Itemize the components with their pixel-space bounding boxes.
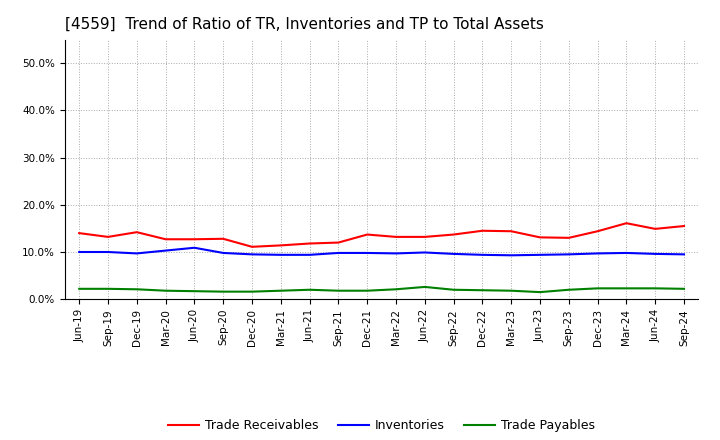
Trade Receivables [161, 237, 170, 242]
Trade Payables [132, 286, 141, 292]
Trade Payables [420, 284, 429, 290]
Trade Payables [622, 286, 631, 291]
Inventories [507, 253, 516, 258]
Trade Payables [248, 289, 256, 294]
Inventories [161, 248, 170, 253]
Trade Receivables [305, 241, 314, 246]
Trade Receivables [75, 231, 84, 236]
Inventories [536, 252, 544, 257]
Trade Receivables [104, 234, 112, 239]
Trade Payables [305, 287, 314, 293]
Trade Receivables [507, 229, 516, 234]
Inventories [680, 252, 688, 257]
Trade Receivables [478, 228, 487, 233]
Inventories [420, 250, 429, 255]
Trade Receivables [248, 244, 256, 249]
Trade Receivables [564, 235, 573, 241]
Inventories [593, 251, 602, 256]
Inventories [392, 251, 400, 256]
Trade Receivables [651, 226, 660, 231]
Trade Receivables [680, 224, 688, 229]
Trade Payables [449, 287, 458, 293]
Inventories [248, 252, 256, 257]
Trade Receivables [536, 235, 544, 240]
Line: Trade Payables: Trade Payables [79, 287, 684, 292]
Inventories [75, 249, 84, 255]
Trade Payables [104, 286, 112, 291]
Trade Receivables [392, 234, 400, 239]
Inventories [334, 250, 343, 256]
Trade Payables [276, 288, 285, 293]
Line: Trade Receivables: Trade Receivables [79, 223, 684, 247]
Inventories [190, 245, 199, 250]
Inventories [478, 252, 487, 257]
Inventories [564, 252, 573, 257]
Inventories [276, 252, 285, 257]
Trade Receivables [593, 229, 602, 234]
Text: [4559]  Trend of Ratio of TR, Inventories and TP to Total Assets: [4559] Trend of Ratio of TR, Inventories… [65, 16, 544, 32]
Trade Receivables [219, 236, 228, 242]
Trade Payables [334, 288, 343, 293]
Trade Payables [564, 287, 573, 293]
Trade Receivables [363, 232, 372, 237]
Trade Payables [392, 286, 400, 292]
Trade Receivables [190, 237, 199, 242]
Trade Payables [507, 288, 516, 293]
Inventories [449, 251, 458, 257]
Trade Receivables [132, 230, 141, 235]
Trade Receivables [449, 232, 458, 237]
Trade Receivables [334, 240, 343, 245]
Trade Payables [161, 288, 170, 293]
Trade Receivables [276, 243, 285, 248]
Inventories [219, 250, 228, 256]
Trade Payables [478, 288, 487, 293]
Trade Payables [190, 289, 199, 294]
Trade Payables [651, 286, 660, 291]
Trade Payables [536, 290, 544, 295]
Trade Receivables [420, 234, 429, 239]
Trade Payables [219, 289, 228, 294]
Inventories [104, 249, 112, 255]
Trade Payables [680, 286, 688, 291]
Trade Payables [75, 286, 84, 291]
Inventories [132, 251, 141, 256]
Inventories [651, 251, 660, 257]
Line: Inventories: Inventories [79, 248, 684, 255]
Inventories [622, 250, 631, 256]
Trade Payables [363, 288, 372, 293]
Trade Receivables [622, 220, 631, 226]
Inventories [305, 252, 314, 257]
Trade Payables [593, 286, 602, 291]
Inventories [363, 250, 372, 256]
Legend: Trade Receivables, Inventories, Trade Payables: Trade Receivables, Inventories, Trade Pa… [163, 414, 600, 437]
